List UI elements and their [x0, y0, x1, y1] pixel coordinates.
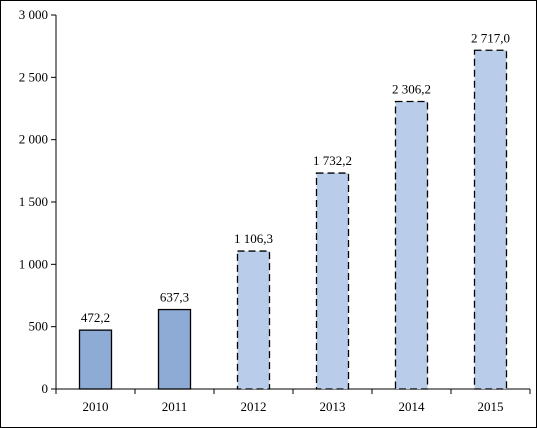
axes: 0 500 1 000 1 500 2 000 2 500 3 000 [19, 7, 531, 396]
data-label-2010: 472,2 [81, 310, 110, 325]
labels: 472,2 2010 637,3 2011 1 106,3 2012 1 732,2 2013… [81, 30, 510, 414]
bar-2013 [315, 172, 350, 390]
bar-2011 [157, 308, 192, 390]
bar-2015 [473, 49, 508, 390]
category-label-2011: 2011 [162, 399, 188, 414]
category-label-2013: 2013 [320, 399, 346, 414]
data-label-2013: 1 732,2 [313, 153, 352, 168]
y-tick-label: 3 000 [19, 7, 48, 22]
data-label-2015: 2 717,0 [471, 30, 510, 45]
y-tick-label: 2 500 [19, 69, 48, 84]
y-tick-label: 1 000 [19, 256, 48, 271]
category-label-2010: 2010 [83, 399, 109, 414]
category-label-2014: 2014 [399, 399, 426, 414]
y-tick-label: 2 000 [19, 132, 48, 147]
category-label-2015: 2015 [478, 399, 504, 414]
data-label-2011: 637,3 [160, 290, 189, 305]
bar-2014 [394, 100, 429, 390]
bar-2012 [236, 250, 271, 390]
y-tick-label: 1 500 [19, 194, 48, 209]
y-tick-label: 500 [29, 319, 49, 334]
category-label-2012: 2012 [241, 399, 267, 414]
bar-2010 [78, 329, 113, 390]
data-label-2012: 1 106,3 [234, 231, 273, 246]
data-label-2014: 2 306,2 [392, 81, 431, 96]
bars [78, 49, 508, 390]
y-tick-label: 0 [42, 381, 49, 396]
